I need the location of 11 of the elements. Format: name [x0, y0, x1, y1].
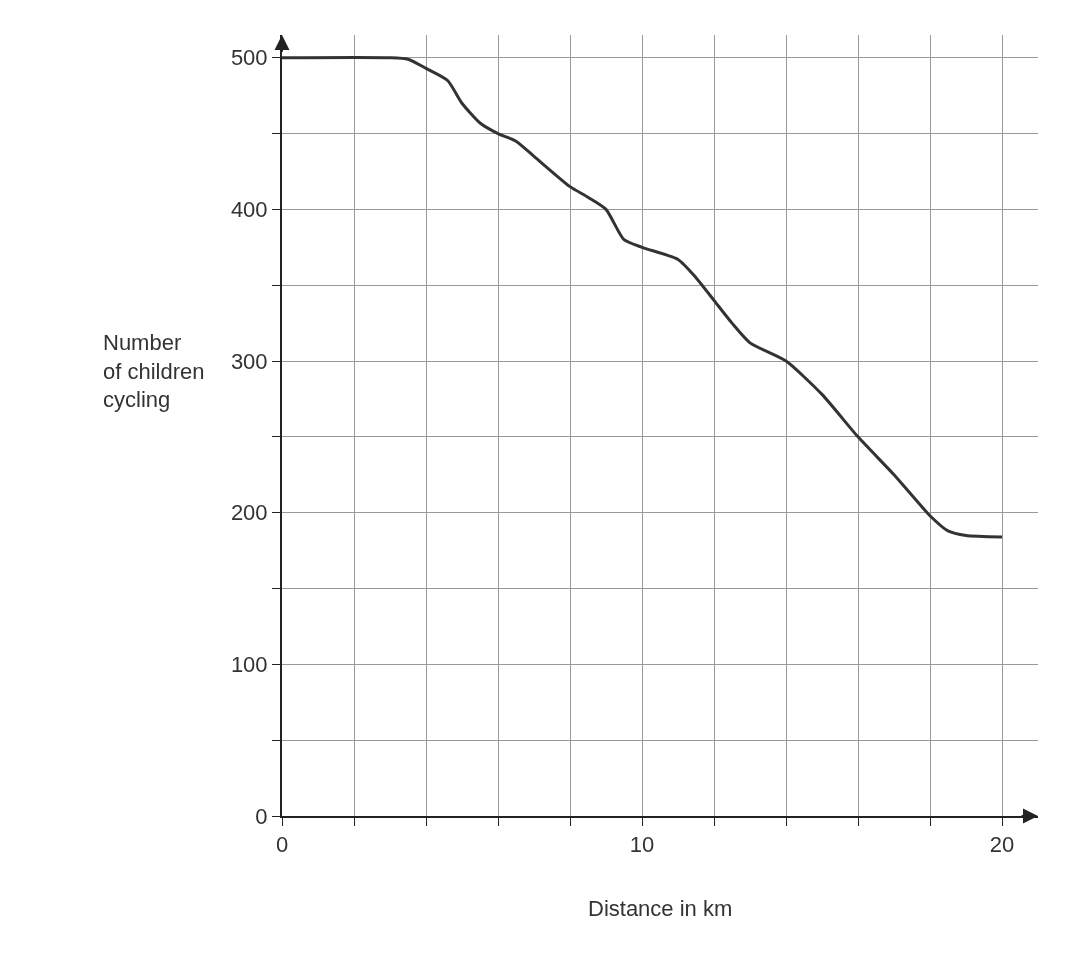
- x-axis-title: Distance in km: [588, 896, 733, 921]
- y-tick-label: 300: [230, 348, 268, 374]
- y-axis-title: Number of children cycling: [103, 330, 205, 413]
- x-tick-label: 10: [629, 832, 655, 858]
- y-tick-label: 100: [230, 652, 268, 678]
- y-tick-label: 200: [230, 500, 268, 526]
- y-tick-label: 500: [230, 45, 268, 71]
- x-tick-label: 0: [275, 832, 289, 858]
- y-tick-label: 400: [230, 197, 268, 223]
- y-tick-label: 0: [255, 803, 268, 829]
- x-tick-label: 20: [989, 832, 1015, 858]
